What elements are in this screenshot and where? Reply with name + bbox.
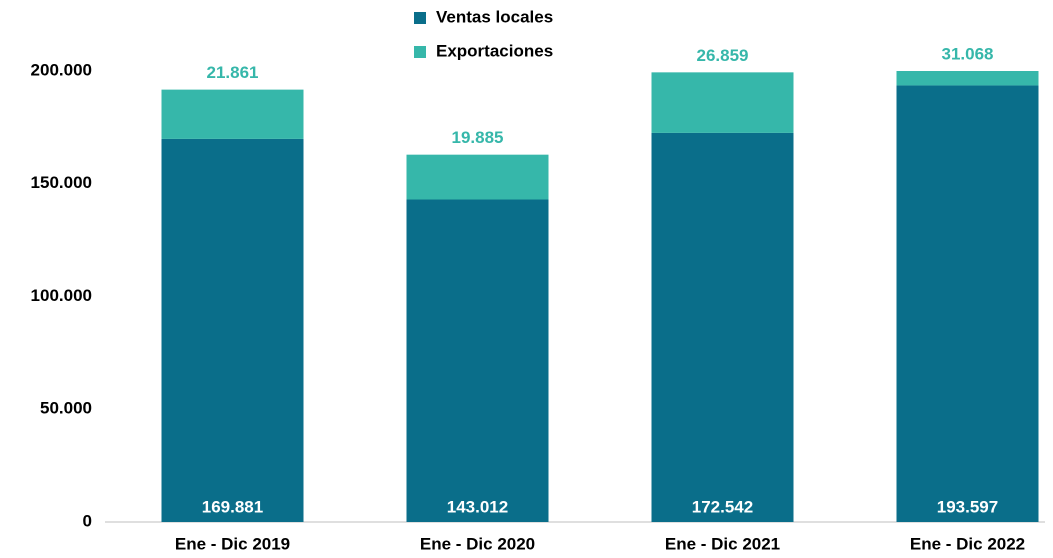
data-label: 172.542 [692, 497, 753, 516]
bar-segment [406, 154, 549, 200]
bars [161, 71, 1039, 523]
x-tick-label: Ene - Dic 2022 [910, 534, 1025, 553]
legend-label: Ventas locales [436, 7, 553, 26]
y-tick-label: 150.000 [31, 173, 92, 192]
data-label: 19.885 [452, 128, 504, 147]
bar-segment [406, 199, 549, 522]
y-tick-label: 100.000 [31, 286, 92, 305]
x-tick-label: Ene - Dic 2021 [665, 534, 780, 553]
bar-segment [896, 85, 1039, 522]
bar-segment [896, 71, 1039, 86]
data-label: 26.859 [697, 46, 749, 65]
y-tick-label: 0 [83, 511, 92, 530]
data-label: 21.861 [207, 63, 259, 82]
legend-label: Exportaciones [436, 41, 553, 60]
bar-segment [651, 132, 794, 522]
data-label: 31.068 [942, 44, 994, 63]
legend-swatch [414, 46, 426, 58]
y-tick-label: 200.000 [31, 60, 92, 79]
x-tick-label: Ene - Dic 2019 [175, 534, 290, 553]
data-label: 169.881 [202, 497, 263, 516]
bar-segment [161, 138, 304, 523]
x-tick-label: Ene - Dic 2020 [420, 534, 535, 553]
y-tick-label: 50.000 [40, 399, 92, 418]
legend-swatch [414, 12, 426, 24]
data-label: 143.012 [447, 497, 508, 516]
bar-segment [651, 72, 794, 133]
bar-segment [161, 89, 304, 139]
data-label: 193.597 [937, 497, 998, 516]
